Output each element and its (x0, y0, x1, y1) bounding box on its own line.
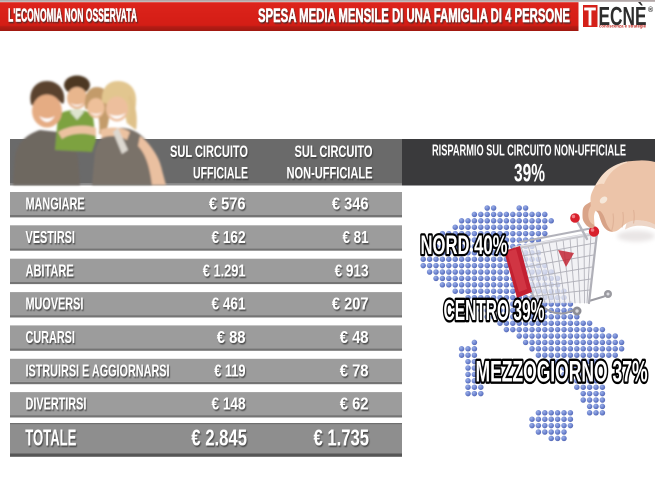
svg-text:conoscenza e strategie: conoscenza e strategie (599, 23, 647, 28)
svg-text:ECNÈ: ECNÈ (599, 2, 647, 31)
svg-text:€ 207: € 207 (332, 294, 369, 314)
svg-text:CURARSI: CURARSI (26, 327, 75, 347)
svg-text:ISTRUIRSI E AGGIORNARSI: ISTRUIRSI E AGGIORNARSI (26, 360, 170, 380)
svg-text:€ 162: € 162 (212, 227, 246, 247)
svg-text:T: T (584, 2, 596, 32)
svg-text:€ 913: € 913 (335, 260, 369, 280)
svg-text:€ 88: € 88 (217, 327, 246, 347)
svg-text:®: ® (648, 6, 654, 14)
svg-text:SUL CIRCUITO: SUL CIRCUITO (295, 143, 373, 161)
svg-text:MEZZOGIORNO 37%: MEZZOGIORNO 37% (476, 356, 648, 389)
svg-text:MUOVERSI: MUOVERSI (26, 294, 84, 314)
svg-text:€ 78: € 78 (340, 360, 369, 380)
svg-text:RISPARMIO SUL CIRCUITO NON-UFF: RISPARMIO SUL CIRCUITO NON-UFFICIALE (432, 142, 626, 159)
svg-text:€ 62: € 62 (340, 394, 369, 414)
svg-text:L'ECONOMIA NON OSSERVATA: L'ECONOMIA NON OSSERVATA (8, 6, 137, 26)
svg-text:TOTALE: TOTALE (25, 424, 76, 450)
svg-text:SPESA MEDIA MENSILE DI UNA FAM: SPESA MEDIA MENSILE DI UNA FAMIGLIA DI 4… (258, 5, 570, 27)
svg-text:DIVERTIRSI: DIVERTIRSI (26, 394, 87, 414)
svg-text:€ 1.735: € 1.735 (314, 424, 370, 450)
svg-text:ABITARE: ABITARE (26, 260, 74, 280)
svg-text:€ 2.845: € 2.845 (191, 424, 247, 450)
svg-text:€ 461: € 461 (212, 294, 246, 314)
svg-text:NON-UFFICIALE: NON-UFFICIALE (287, 164, 373, 182)
svg-text:€ 1.291: € 1.291 (203, 260, 246, 280)
svg-text:UFFICIALE: UFFICIALE (193, 164, 248, 182)
svg-text:€ 48: € 48 (340, 327, 369, 347)
svg-text:MANGIARE: MANGIARE (26, 194, 85, 214)
svg-text:€ 119: € 119 (214, 360, 245, 380)
svg-text:39%: 39% (514, 160, 545, 188)
svg-text:€ 148: € 148 (212, 394, 246, 414)
svg-text:€ 81: € 81 (343, 227, 369, 247)
svg-text:CENTRO 39%: CENTRO 39% (444, 295, 545, 327)
svg-text:VESTIRSI: VESTIRSI (26, 227, 75, 247)
svg-text:€ 346: € 346 (332, 194, 369, 214)
svg-text:SUL CIRCUITO: SUL CIRCUITO (170, 143, 248, 161)
svg-text:NORD 40%: NORD 40% (421, 230, 508, 260)
svg-text:€ 576: € 576 (209, 194, 246, 214)
